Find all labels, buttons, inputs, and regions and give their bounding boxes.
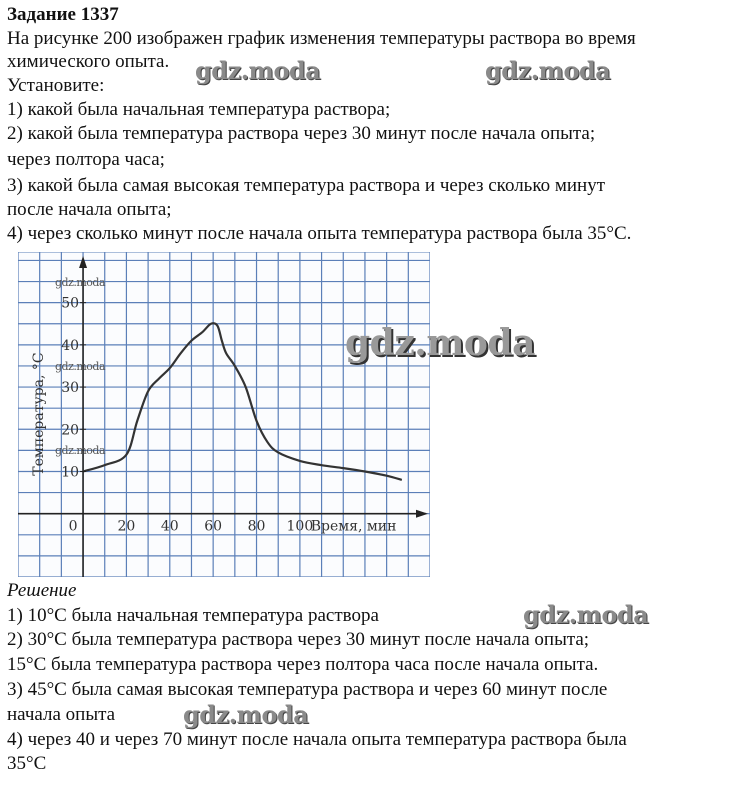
solution-line: 15°С была температура раствора через пол… xyxy=(7,654,599,675)
y-tick-label: 40 xyxy=(61,338,79,354)
solution-heading: Решение xyxy=(7,580,77,601)
x-tick-label: 80 xyxy=(248,519,266,535)
task-line: после начала опыта; xyxy=(7,199,172,220)
watermark: gdz.moda xyxy=(183,700,309,729)
y-tick-label: 50 xyxy=(61,296,79,312)
task-line: 1) какой была начальная температура раст… xyxy=(7,99,391,120)
axes xyxy=(18,256,428,577)
watermark: gdz.moda xyxy=(485,56,611,85)
temperature-chart: 0 20 40 60 80 100 10 20 30 40 50 Время, мин Темпер… xyxy=(18,252,430,577)
task-line: На рисунке 200 изображен график изменени… xyxy=(7,28,636,49)
solution-line: 3) 45°С была самая высокая температура р… xyxy=(7,679,608,700)
solution-line: 2) 30°С была температура раствора через … xyxy=(7,629,590,650)
y-tick-label: 10 xyxy=(61,464,79,480)
task-line: 2) какой была температура раствора через… xyxy=(7,123,596,144)
x-tick-label: 100 xyxy=(287,519,314,535)
x-tick-label: 40 xyxy=(161,519,179,535)
x-tick-label: 0 xyxy=(69,519,78,535)
y-tick-label: 30 xyxy=(61,380,79,396)
task-line: химического опыта. xyxy=(7,51,170,72)
y-axis-label: Температура, °С xyxy=(31,352,47,475)
solution-line: 35°С xyxy=(7,753,47,774)
task-line: 3) какой была самая высокая температура … xyxy=(7,175,606,196)
watermark: gdz.moda xyxy=(55,360,106,373)
task-line: 4) через сколько минут после начала опыт… xyxy=(7,223,632,244)
watermark: gdz.moda xyxy=(55,276,106,289)
solution-line: 4) через 40 и через 70 минут после начал… xyxy=(7,729,627,750)
watermark: gdz.moda xyxy=(195,56,321,85)
solution-line: 1) 10°С была начальная температура раств… xyxy=(7,605,379,626)
task-line: через полтора часа; xyxy=(7,149,165,170)
task-line: Установите: xyxy=(7,75,105,96)
solution-line: начала опыта xyxy=(7,704,116,725)
temperature-curve xyxy=(82,322,403,481)
grid xyxy=(18,252,430,577)
watermark: gdz.moda xyxy=(523,600,649,629)
chart-background xyxy=(18,252,430,577)
watermark: gdz.moda xyxy=(55,444,106,457)
y-axis-arrow xyxy=(79,256,88,268)
x-axis-arrow xyxy=(416,509,428,518)
x-axis-label: Время, мин xyxy=(311,519,397,535)
y-tick-label: 20 xyxy=(61,422,79,438)
task-title: Задание 1337 xyxy=(7,4,119,25)
x-tick-label: 20 xyxy=(118,519,136,535)
x-tick-label: 60 xyxy=(204,519,222,535)
watermark: gdz.moda xyxy=(345,322,535,364)
